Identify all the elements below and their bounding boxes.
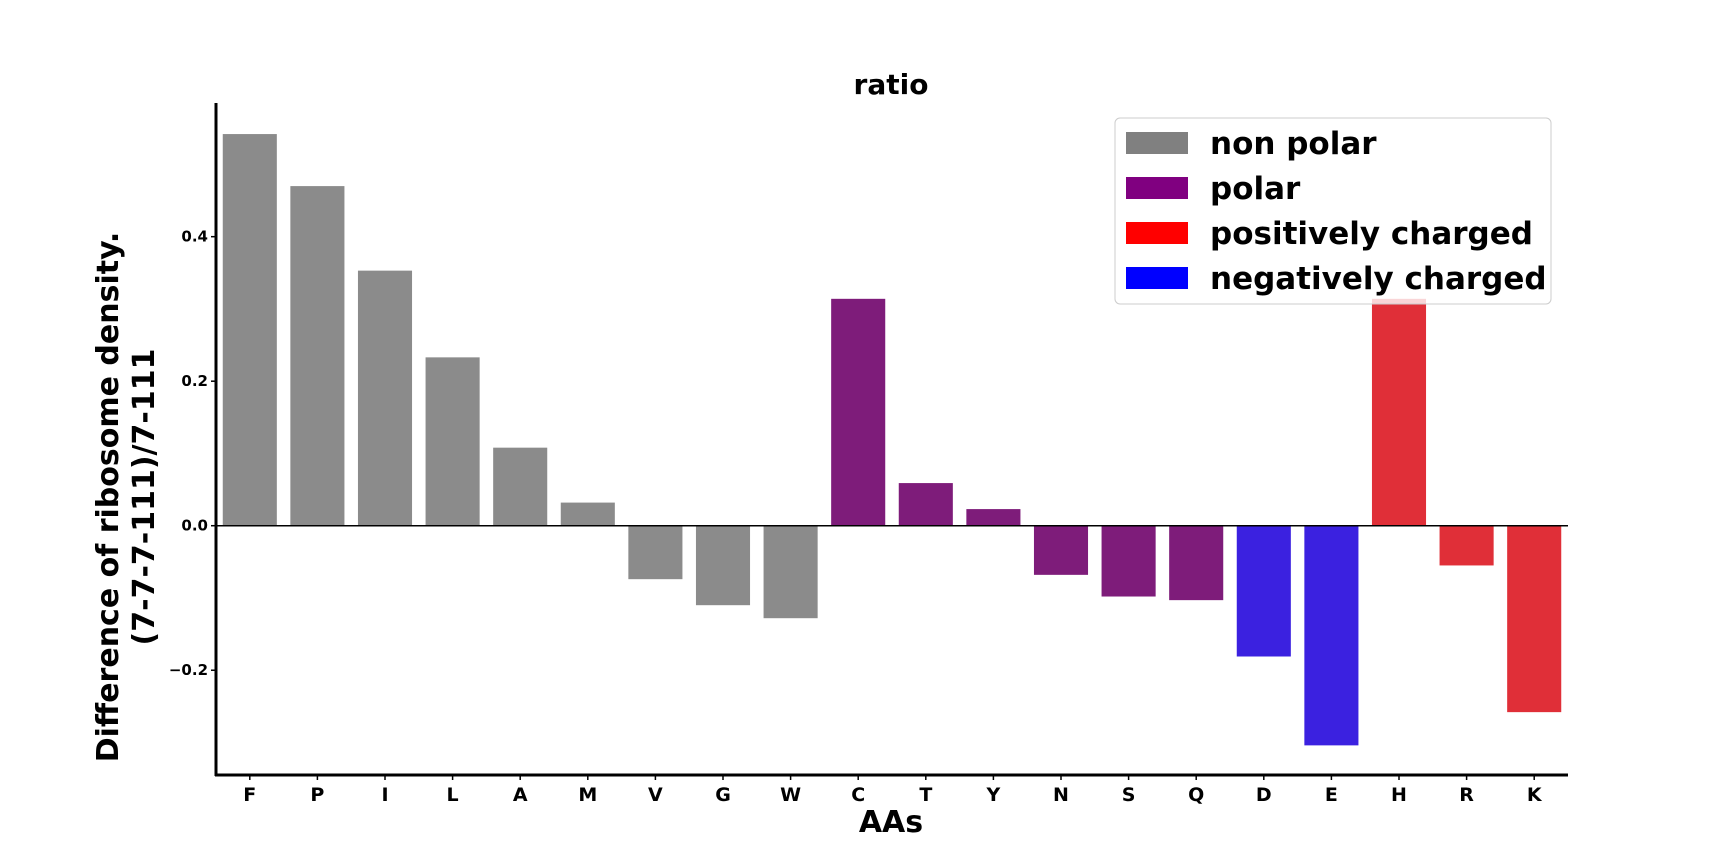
y-tick-label: 0.4: [181, 228, 208, 246]
x-tick-label: R: [1459, 784, 1474, 806]
x-axis-title: AAs: [859, 805, 923, 840]
legend: non polar polar positively charged negative…: [1114, 117, 1552, 305]
legend-label: negatively charged: [1210, 261, 1547, 297]
bar-D: [1236, 525, 1291, 657]
y-axis-title-line-1: Difference of ribosome density.: [91, 232, 126, 763]
bar-W: [763, 525, 818, 619]
y-tick-label: −0.2: [169, 661, 208, 679]
x-tick-label: L: [447, 784, 459, 806]
legend-label: non polar: [1210, 126, 1377, 162]
x-tick-label: N: [1053, 784, 1069, 806]
x-tick-label: T: [919, 784, 932, 806]
x-tick-label: W: [780, 784, 801, 806]
x-tick-label: Y: [986, 784, 1001, 806]
y-tick-label: 0.0: [181, 517, 208, 535]
x-tick-label: F: [243, 784, 256, 806]
bar-V: [628, 525, 683, 580]
x-tick-label: V: [648, 784, 663, 806]
bar-L: [425, 357, 480, 526]
bar-I: [357, 270, 413, 526]
x-tick-label: C: [851, 784, 865, 806]
bar-H: [1371, 298, 1427, 526]
chart-title: ratio: [854, 68, 929, 101]
bar-S: [1101, 525, 1156, 597]
bar-N: [1033, 525, 1089, 575]
bar-C: [831, 298, 886, 526]
y-axis-title-line-2: (7-7-7-111)/7-111: [127, 349, 162, 646]
bar-K: [1507, 525, 1562, 713]
legend-swatch: [1126, 132, 1188, 154]
bar-P: [290, 186, 345, 526]
bar-F: [222, 134, 277, 526]
bars-layer: [222, 134, 1562, 746]
x-tick-label: H: [1391, 784, 1407, 806]
x-tick-label: A: [513, 784, 528, 806]
legend-swatch: [1126, 222, 1188, 244]
y-axis-title: Difference of ribosome density. (7-7-7-1…: [91, 232, 162, 763]
x-tick-label: S: [1122, 784, 1136, 806]
bar-G: [695, 525, 751, 606]
bar-A: [493, 447, 548, 526]
bar-T: [898, 483, 953, 526]
bar-Y: [966, 509, 1021, 526]
bar-E: [1304, 525, 1359, 746]
x-tick-label: G: [715, 784, 731, 806]
legend-swatch: [1126, 177, 1188, 199]
bar-R: [1439, 525, 1494, 566]
legend-label: positively charged: [1210, 216, 1533, 252]
legend-box: [1114, 117, 1552, 305]
legend-swatch: [1126, 267, 1188, 289]
bar-M: [560, 502, 615, 526]
x-tick-label: P: [310, 784, 324, 806]
bar-Q: [1169, 525, 1224, 601]
x-tick-label: Q: [1188, 784, 1204, 806]
x-tick-label: D: [1256, 784, 1272, 806]
axes-layer: [214, 103, 1568, 777]
x-tick-label: M: [578, 784, 597, 806]
y-tick-label: 0.2: [181, 372, 208, 390]
x-tick-label: E: [1325, 784, 1338, 806]
y-ticks: 0.4 0.2 0.0 −0.2: [169, 228, 216, 679]
x-tick-label: K: [1527, 784, 1543, 806]
x-tick-label: I: [381, 784, 388, 806]
legend-label: polar: [1210, 171, 1301, 207]
